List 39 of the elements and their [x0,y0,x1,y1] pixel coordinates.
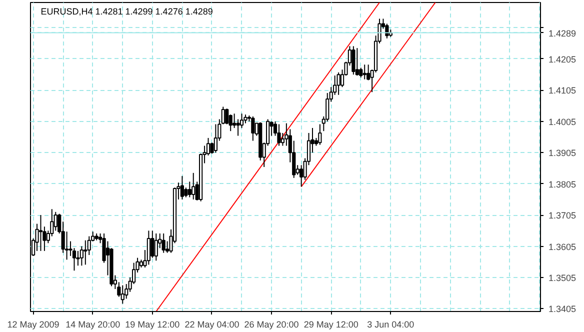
candlestick [76,250,80,266]
candlestick [336,72,340,96]
y-tick-label: 1.3605 [548,242,576,252]
candlestick [188,181,192,198]
y-tick-label: 1.3805 [548,179,576,190]
candlestick [352,46,356,76]
candlestick [251,116,255,142]
candlestick [232,113,236,128]
candlestick [146,230,150,266]
x-tick-label: 22 May 04:00 [184,320,240,330]
candlestick [150,230,154,258]
candlestick [362,64,366,80]
ref-line-label: 1.4289 [548,28,576,38]
x-tick-label: 3 Jun 04:00 [367,320,414,330]
y-tick-label: 1.3905 [548,148,576,158]
candlestick [318,124,322,146]
x-tick-label: 12 May 2009 [7,320,60,330]
candlestick [120,284,124,304]
candlestick [355,48,359,76]
x-tick-label: 14 May 20:00 [66,320,120,330]
candlestick [192,172,196,200]
y-tick-label: 1.4205 [548,54,576,64]
candlestick [84,240,88,266]
candlestick [180,176,184,200]
candlestick [236,118,240,136]
text: EURUSD,H4 1.4281 1.4299 1.4276 1.4289 [40,6,213,16]
y-tick-label: 1.4005 [548,116,576,127]
y-tick-label: 1.3505 [548,272,576,283]
y-tick-label: 1.3705 [548,210,576,221]
candlestick [154,232,158,262]
candlestick [300,164,304,188]
candlestick [38,214,43,252]
candlestick [162,232,166,254]
candlestick [277,124,281,146]
x-tick-label: 29 May 12:00 [304,320,358,330]
x-tick-label: 26 May 20:00 [244,320,299,330]
y-tick-label: 1.4105 [548,86,576,96]
x-tick-label: 19 May 12:00 [125,320,180,330]
y-tick-label: 1.3405 [548,304,576,314]
